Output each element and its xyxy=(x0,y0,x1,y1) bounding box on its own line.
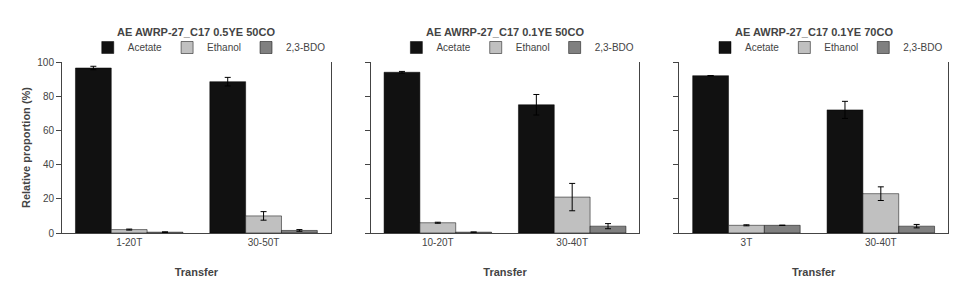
svg-text:Acetate: Acetate xyxy=(436,42,470,53)
svg-text:Acetate: Acetate xyxy=(128,42,162,53)
svg-text:Relative proportion (%): Relative proportion (%) xyxy=(20,87,32,208)
svg-text:Ethanol: Ethanol xyxy=(824,42,858,53)
svg-text:80: 80 xyxy=(43,91,55,102)
svg-text:2,3-BDO: 2,3-BDO xyxy=(286,42,325,53)
svg-text:60: 60 xyxy=(43,125,55,136)
svg-text:AE AWRP-27_C17 0.1YE 50CO: AE AWRP-27_C17 0.1YE 50CO xyxy=(426,26,584,38)
svg-text:AE AWRP-27_C17 0.1YE 70CO: AE AWRP-27_C17 0.1YE 70CO xyxy=(735,26,893,38)
svg-text:AE AWRP-27_C17 0.5YE 50CO: AE AWRP-27_C17 0.5YE 50CO xyxy=(117,26,275,38)
svg-text:3T: 3T xyxy=(741,237,753,248)
svg-text:40: 40 xyxy=(43,159,55,170)
svg-text:30-50T: 30-50T xyxy=(248,237,280,248)
svg-text:2,3-BDO: 2,3-BDO xyxy=(903,42,942,53)
svg-text:2,3-BDO: 2,3-BDO xyxy=(595,42,634,53)
svg-text:Transfer: Transfer xyxy=(483,266,527,278)
svg-text:10-20T: 10-20T xyxy=(422,237,454,248)
svg-text:Acetate: Acetate xyxy=(745,42,779,53)
svg-text:Ethanol: Ethanol xyxy=(516,42,550,53)
svg-text:1-20T: 1-20T xyxy=(116,237,142,248)
svg-text:Ethanol: Ethanol xyxy=(207,42,241,53)
svg-text:20: 20 xyxy=(43,193,55,204)
svg-text:Transfer: Transfer xyxy=(792,266,836,278)
svg-text:0: 0 xyxy=(48,228,54,239)
svg-text:30-40T: 30-40T xyxy=(556,237,588,248)
svg-text:100: 100 xyxy=(37,57,54,68)
svg-text:Transfer: Transfer xyxy=(175,266,219,278)
svg-text:30-40T: 30-40T xyxy=(865,237,897,248)
